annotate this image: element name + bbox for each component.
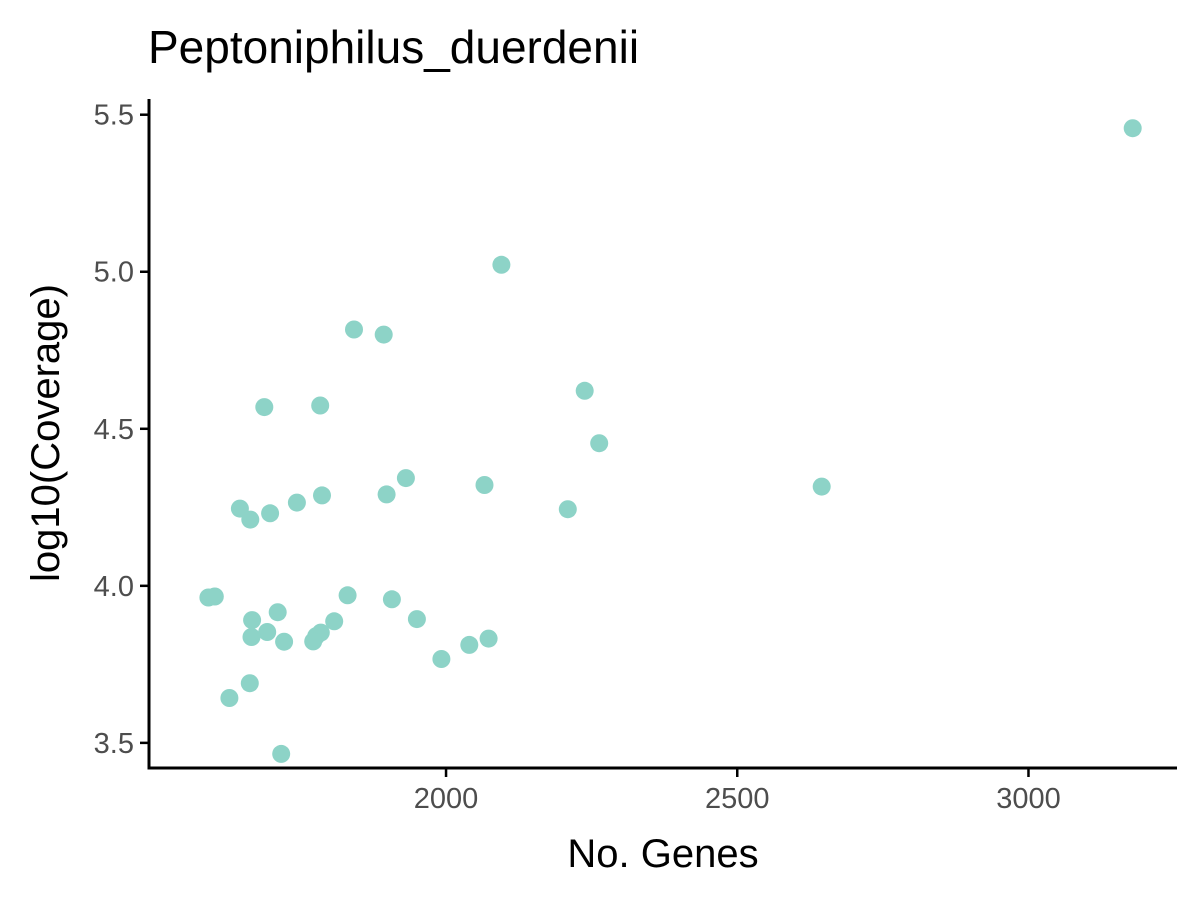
y-tick-label: 3.5 xyxy=(94,728,134,760)
x-tick-label: 3000 xyxy=(996,783,1061,815)
data-point xyxy=(255,398,274,417)
data-point xyxy=(242,628,261,646)
data-point xyxy=(338,586,357,605)
data-point xyxy=(374,325,393,344)
data-point xyxy=(407,610,426,629)
x-axis-title: No. Genes xyxy=(567,832,758,876)
data-point xyxy=(258,623,277,641)
points-layer xyxy=(199,119,1142,763)
data-point xyxy=(311,396,330,415)
data-point xyxy=(304,632,323,651)
chart-title: Peptoniphilus_duerdenii xyxy=(148,21,639,73)
data-point xyxy=(812,477,831,496)
data-point xyxy=(220,689,239,707)
data-point xyxy=(1123,119,1142,138)
data-point xyxy=(475,476,494,494)
data-point xyxy=(479,629,498,648)
y-tick-label: 4.5 xyxy=(94,414,134,446)
data-point xyxy=(325,612,344,631)
data-point xyxy=(241,510,260,529)
data-point xyxy=(460,635,479,654)
y-axis-title: log10(Coverage) xyxy=(24,284,68,582)
data-point xyxy=(243,611,262,630)
y-tick-label: 5.5 xyxy=(94,100,134,132)
data-point xyxy=(287,493,306,512)
y-ticks: 3.5 4.0 4.5 5.0 5.5 xyxy=(94,100,149,760)
y-tick-label: 4.0 xyxy=(94,571,134,603)
data-point xyxy=(275,632,294,651)
data-point xyxy=(377,485,396,504)
data-point xyxy=(590,434,609,453)
data-point xyxy=(205,587,224,606)
data-point xyxy=(240,674,259,693)
data-point xyxy=(261,504,280,523)
y-tick-label: 5.0 xyxy=(94,257,134,289)
data-point xyxy=(313,486,331,505)
x-tick-label: 2500 xyxy=(705,783,770,815)
x-tick-label: 2000 xyxy=(414,783,479,815)
data-point xyxy=(396,469,415,488)
data-point xyxy=(272,744,291,763)
data-point xyxy=(382,590,401,609)
data-point xyxy=(492,255,511,274)
data-point xyxy=(432,650,451,668)
data-point xyxy=(575,381,594,400)
data-point xyxy=(345,320,363,339)
data-point xyxy=(268,603,287,622)
x-ticks: 2000 2500 3000 xyxy=(414,768,1061,815)
data-point xyxy=(558,500,577,519)
